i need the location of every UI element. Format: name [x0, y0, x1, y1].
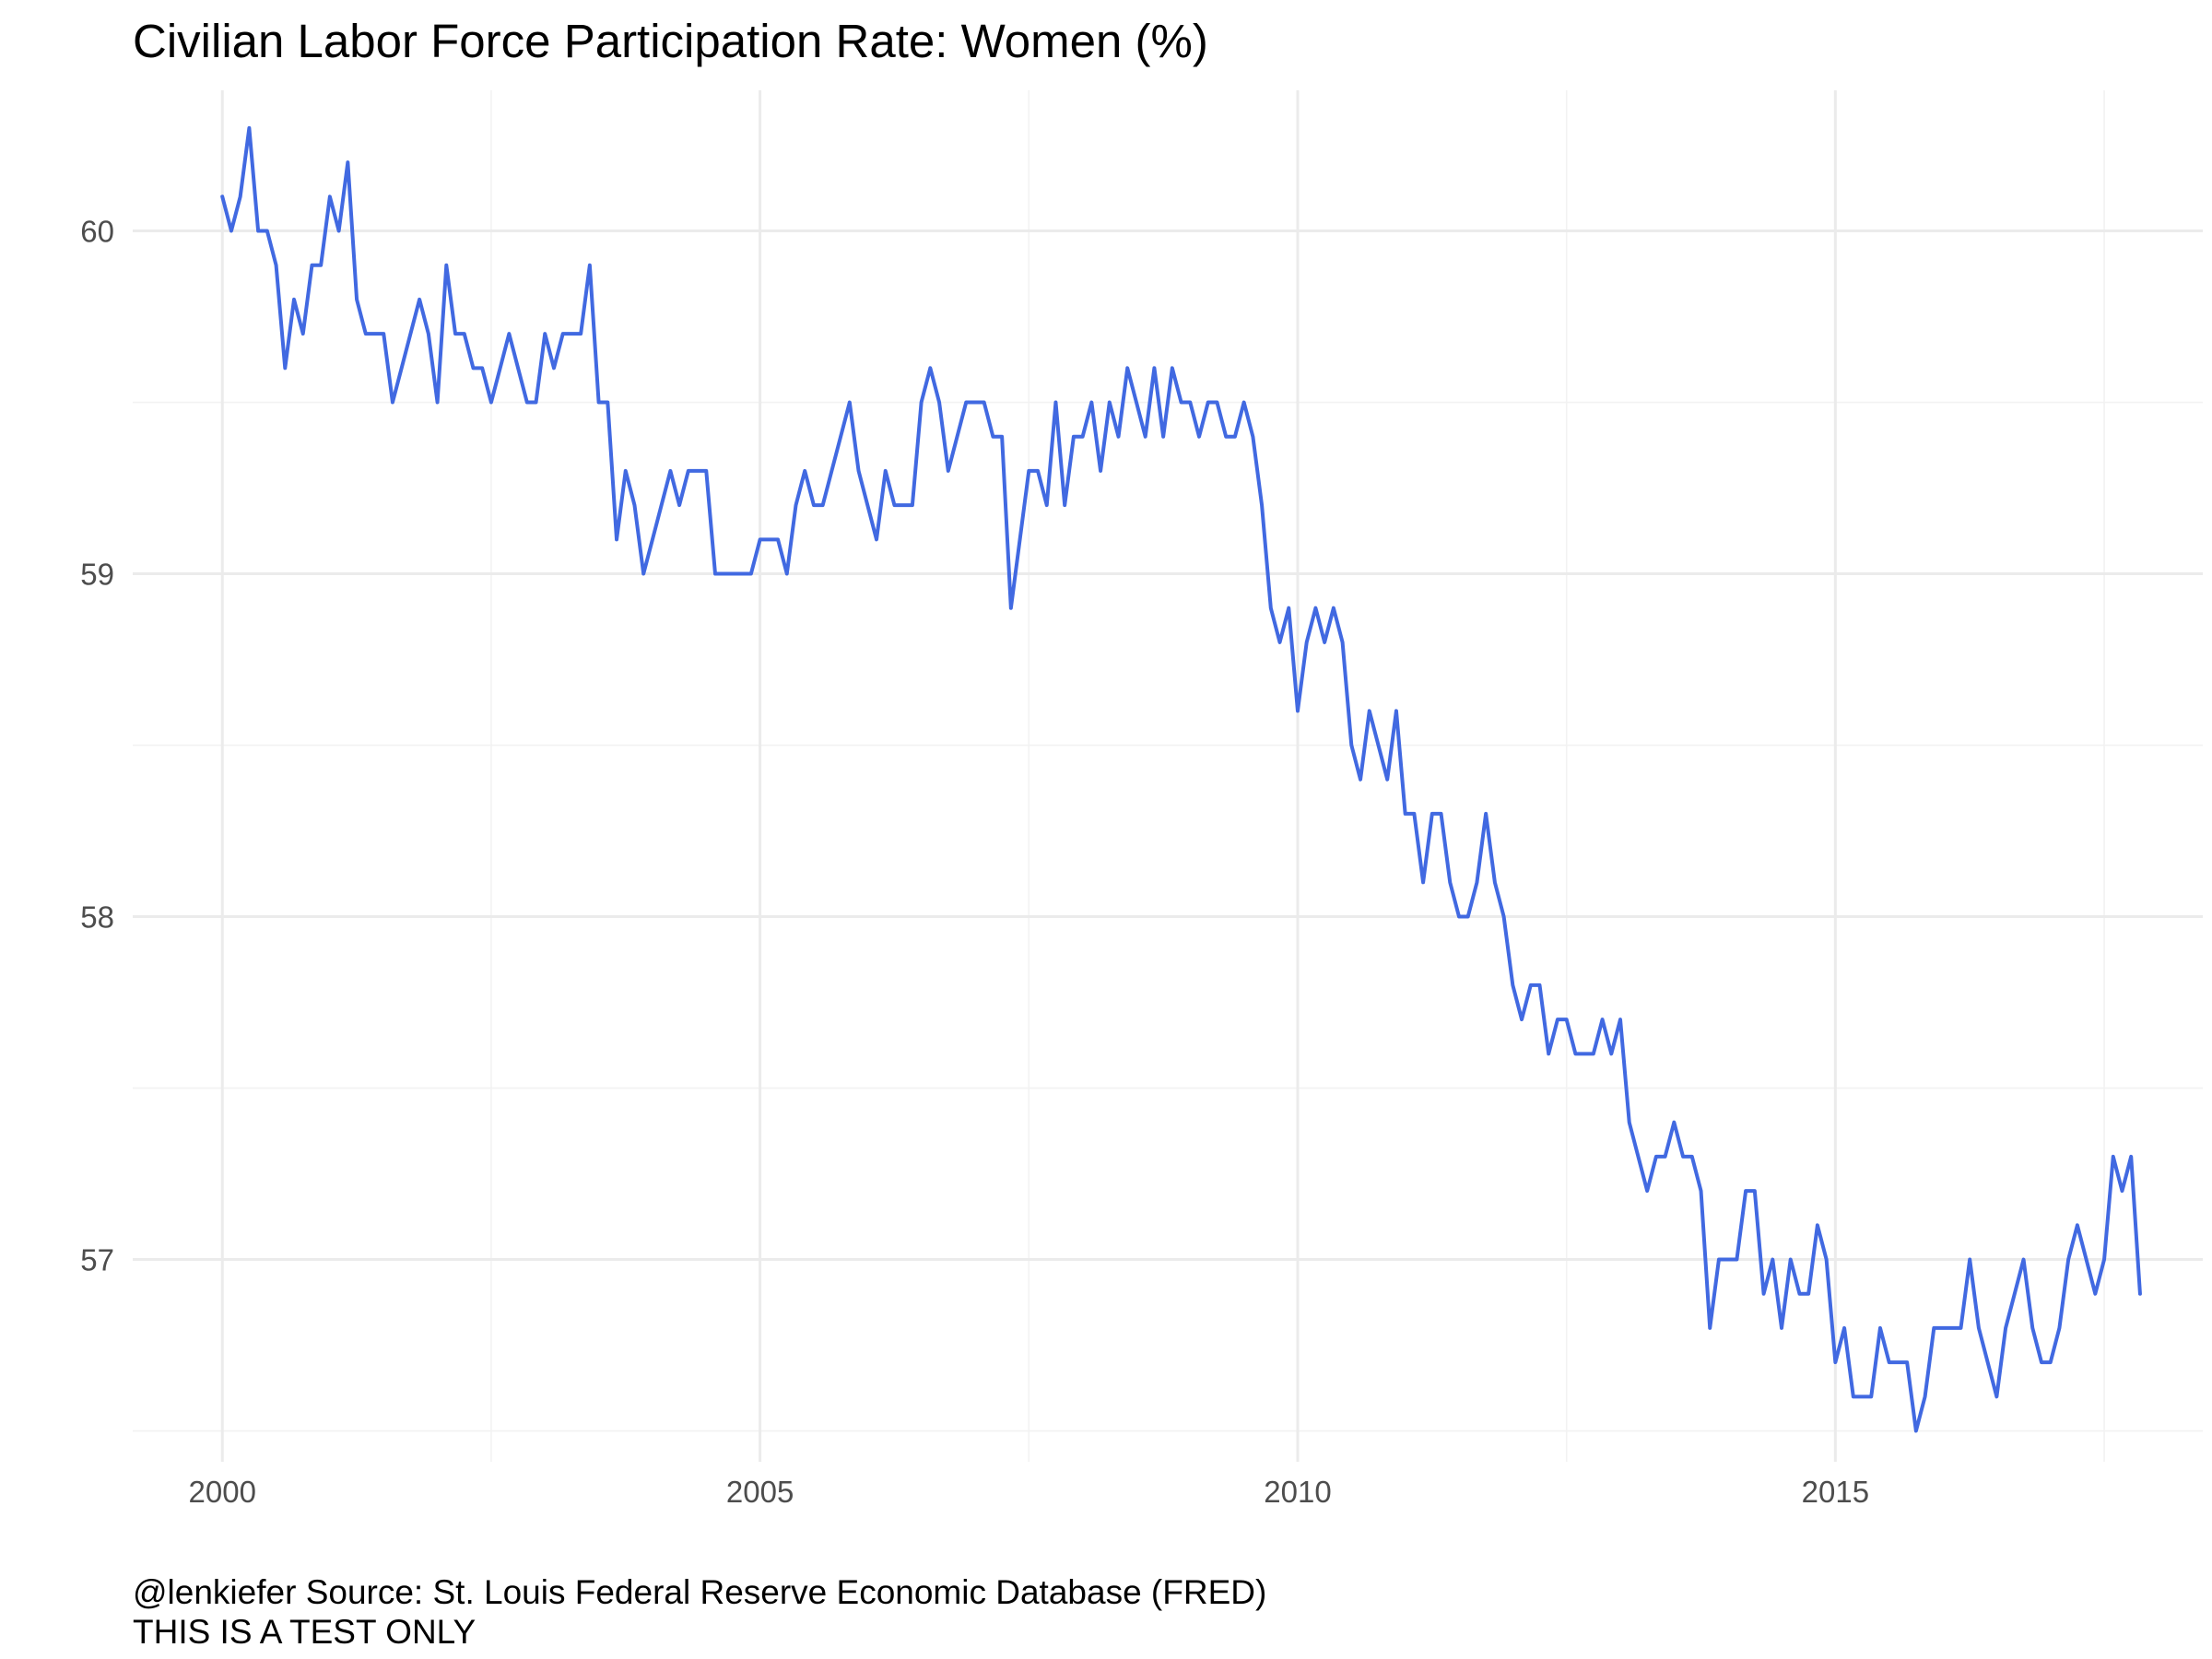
y-tick-label: 57	[80, 1243, 114, 1277]
x-tick-label: 2005	[726, 1475, 794, 1509]
caption-note: THIS IS A TEST ONLY	[133, 1613, 476, 1651]
y-tick-label: 59	[80, 558, 114, 592]
chart-title: Civilian Labor Force Participation Rate:…	[133, 15, 1208, 67]
y-tick-label: 60	[80, 215, 114, 249]
x-tick-label: 2010	[1264, 1475, 1331, 1509]
minor-gridlines	[133, 90, 2203, 1462]
caption-source: @lenkiefer Source: St. Louis Federal Res…	[133, 1573, 1266, 1611]
y-tick-label: 58	[80, 900, 114, 935]
x-tick-label: 2000	[189, 1475, 256, 1509]
x-axis-tick-labels: 2000 2005 2010 2015	[189, 1475, 1870, 1509]
participation-rate-line	[220, 125, 2142, 1433]
y-axis-tick-labels: 57 58 59 60	[80, 215, 114, 1277]
x-tick-label: 2015	[1802, 1475, 1869, 1509]
major-gridlines	[133, 90, 2203, 1462]
